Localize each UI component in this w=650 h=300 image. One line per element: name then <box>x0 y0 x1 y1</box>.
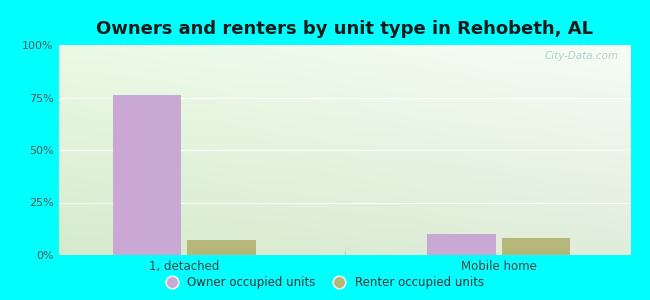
Bar <box>113 95 181 255</box>
Title: Owners and renters by unit type in Rehobeth, AL: Owners and renters by unit type in Rehob… <box>96 20 593 38</box>
Bar <box>187 240 256 255</box>
Bar <box>502 238 571 255</box>
Text: City-Data.com: City-Data.com <box>545 51 619 61</box>
Legend: Owner occupied units, Renter occupied units: Owner occupied units, Renter occupied un… <box>161 272 489 294</box>
Bar <box>428 234 496 255</box>
